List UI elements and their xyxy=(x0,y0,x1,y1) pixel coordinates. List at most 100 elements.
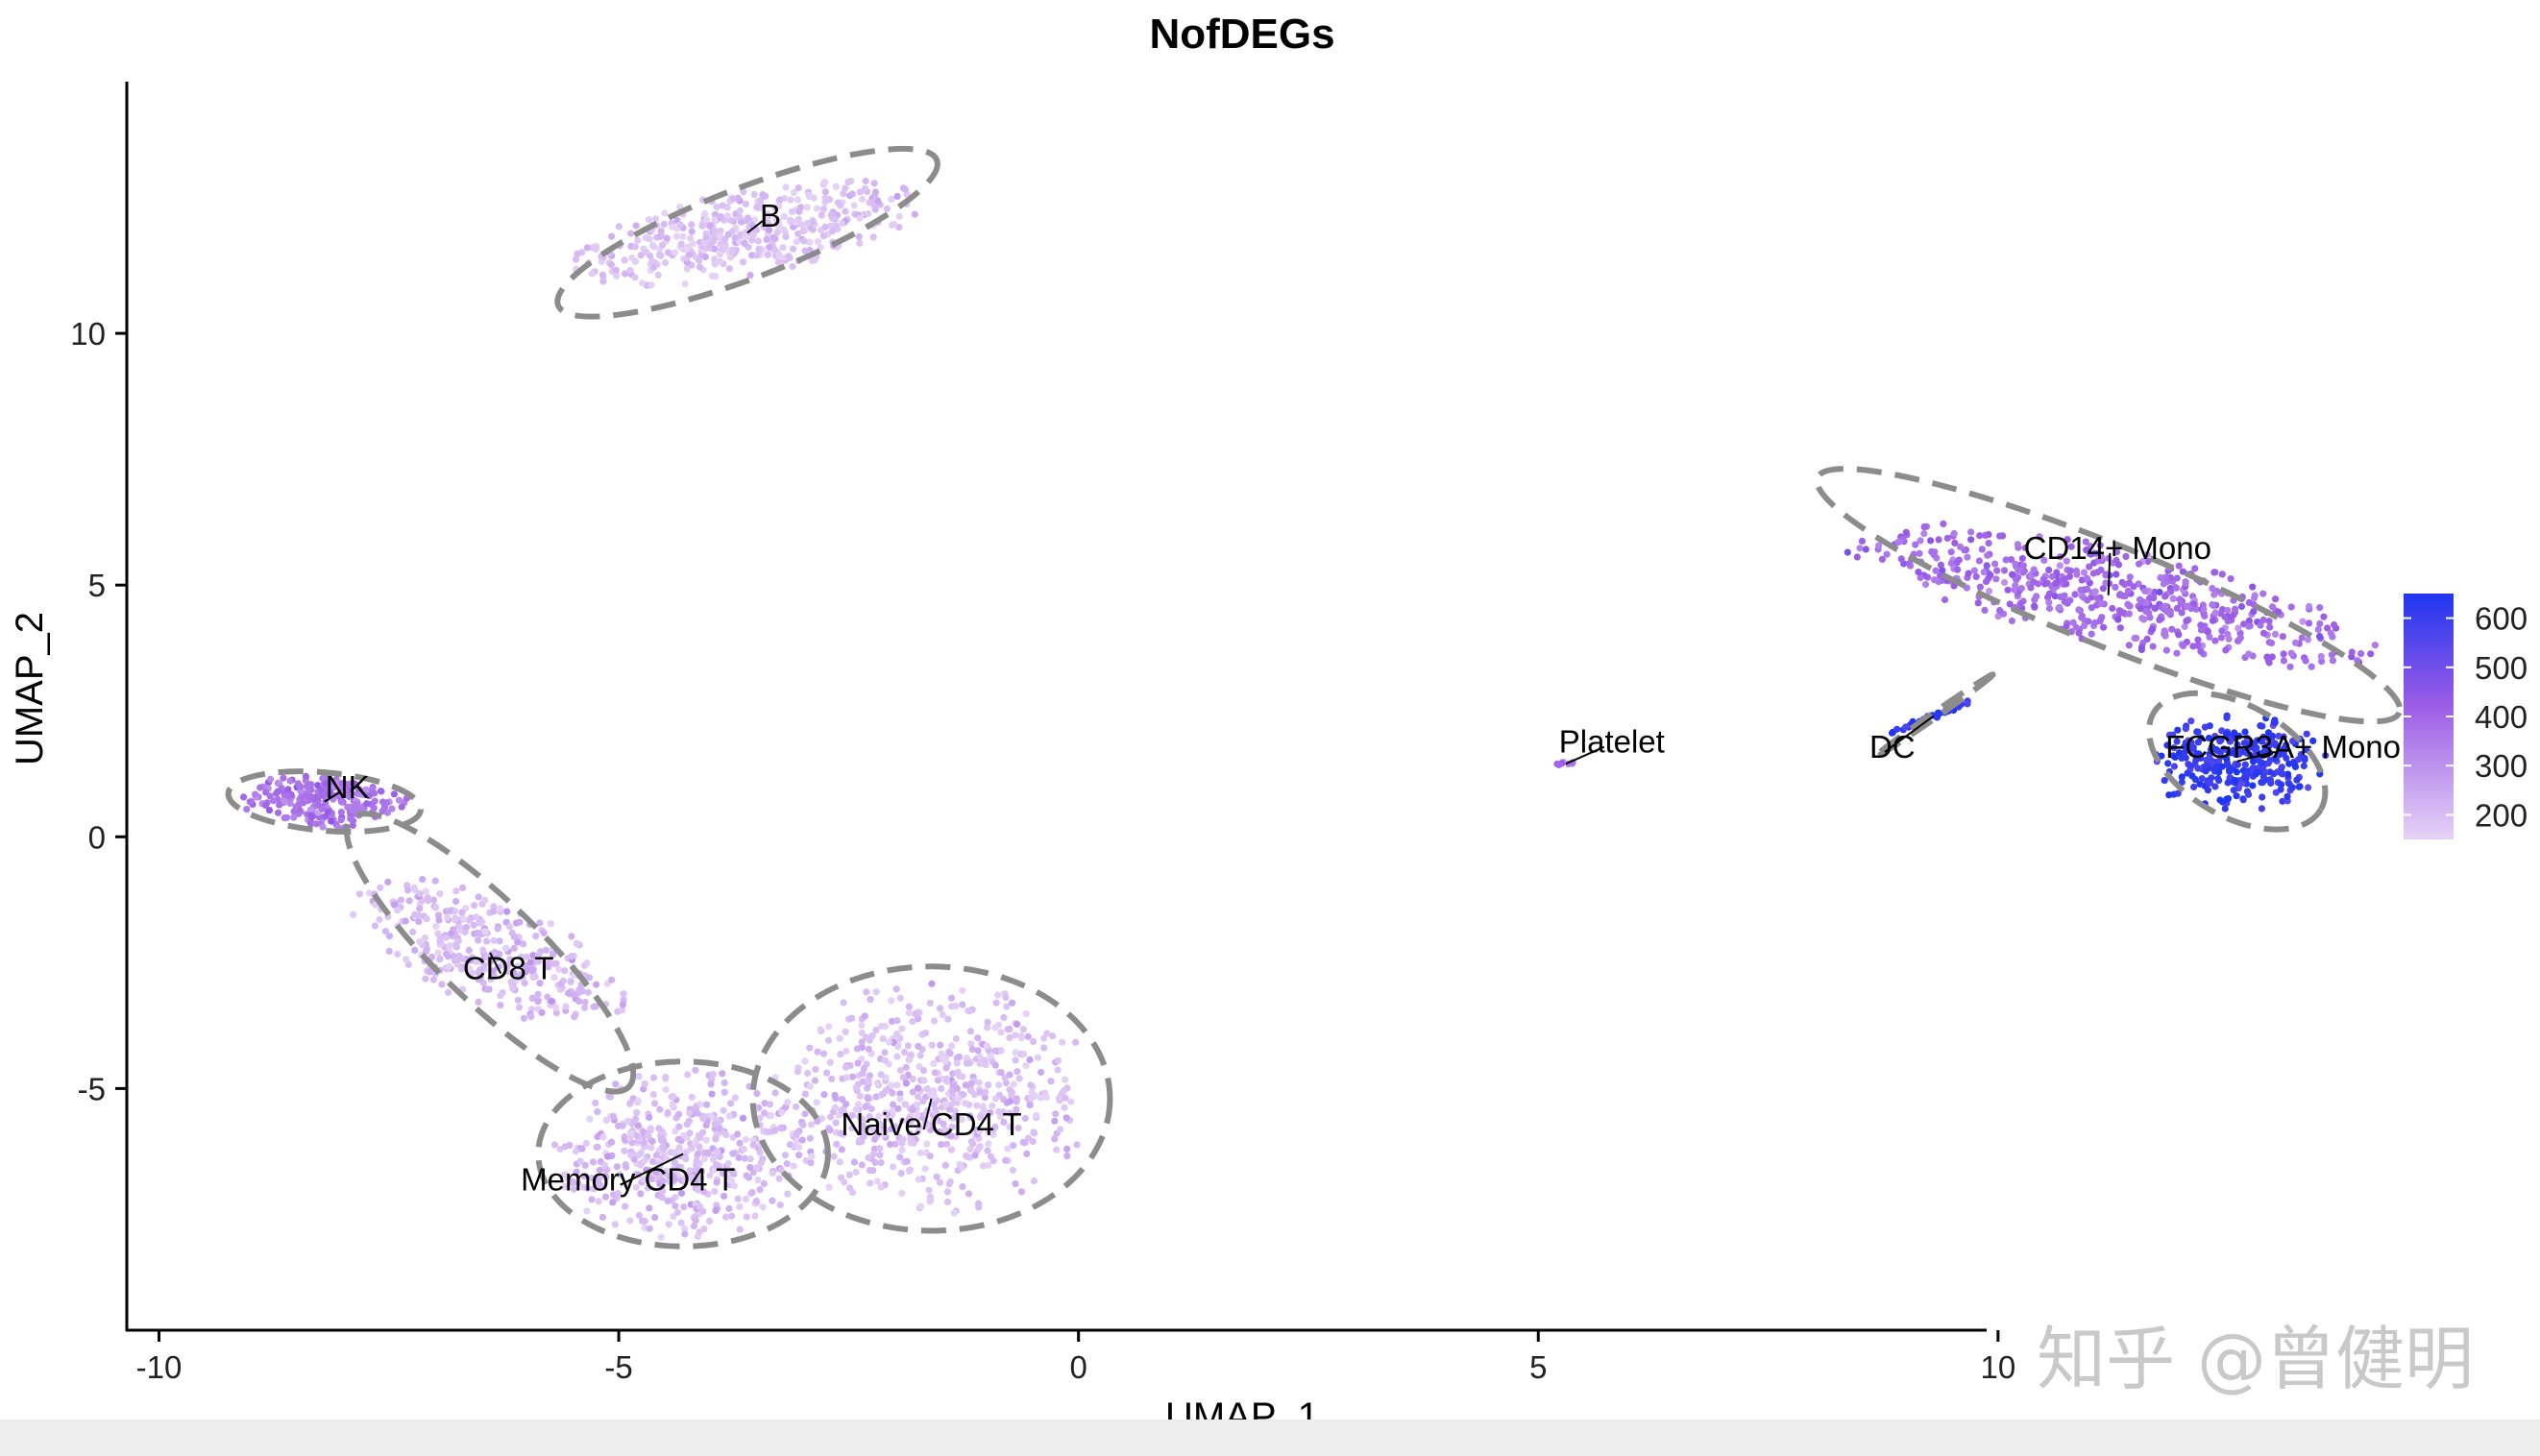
data-point xyxy=(793,1103,800,1110)
data-point xyxy=(731,1094,740,1102)
data-point xyxy=(613,1163,622,1171)
data-point xyxy=(1013,1098,1020,1105)
data-point xyxy=(506,923,514,931)
data-point xyxy=(2027,573,2035,581)
data-point xyxy=(2064,536,2071,544)
data-point xyxy=(471,902,478,910)
data-point xyxy=(337,809,345,816)
data-point xyxy=(1932,567,1940,574)
data-point xyxy=(708,272,717,279)
data-point xyxy=(701,253,710,261)
data-point xyxy=(706,1217,714,1225)
data-point xyxy=(707,1080,715,1088)
data-point xyxy=(1947,548,1955,556)
data-point xyxy=(896,1090,904,1098)
data-point xyxy=(746,272,754,279)
data-point xyxy=(974,1047,982,1055)
data-point xyxy=(767,1112,774,1120)
data-point xyxy=(548,997,556,1005)
data-point xyxy=(976,1128,984,1135)
data-point xyxy=(2187,717,2195,725)
data-point xyxy=(596,1166,604,1174)
data-point xyxy=(475,998,482,1006)
data-point xyxy=(872,1027,880,1034)
data-point xyxy=(692,1217,699,1225)
data-point xyxy=(2102,579,2110,587)
cluster-label-naive-cd4-t: Naive CD4 T xyxy=(841,1106,1021,1142)
data-point xyxy=(789,262,796,271)
data-point xyxy=(826,1127,834,1134)
data-point xyxy=(509,984,517,992)
data-point xyxy=(989,1157,997,1165)
data-point xyxy=(1992,575,2000,583)
data-point xyxy=(659,1177,668,1185)
data-point xyxy=(461,964,469,972)
data-point xyxy=(2268,639,2276,647)
data-point xyxy=(726,254,735,261)
data-point xyxy=(1021,1114,1029,1123)
data-point xyxy=(2182,725,2189,733)
data-point xyxy=(1862,546,1869,553)
data-point xyxy=(865,1153,872,1161)
data-point xyxy=(632,222,640,230)
data-point xyxy=(631,243,639,251)
data-point xyxy=(2165,609,2174,617)
data-point xyxy=(794,184,802,192)
data-point xyxy=(1964,700,1971,708)
data-point xyxy=(645,216,653,224)
data-point xyxy=(2191,776,2199,784)
data-point xyxy=(2221,805,2229,813)
data-point xyxy=(834,199,842,206)
data-point xyxy=(480,961,488,969)
data-point xyxy=(2223,714,2231,722)
data-point xyxy=(756,1114,764,1122)
data-point xyxy=(1920,523,1928,531)
data-point xyxy=(2161,777,2168,785)
data-point xyxy=(2250,608,2258,616)
data-point xyxy=(745,214,752,222)
data-point xyxy=(712,1206,720,1214)
data-point xyxy=(773,229,781,236)
data-point xyxy=(2125,610,2133,618)
data-point xyxy=(598,1213,607,1221)
data-point xyxy=(1019,1138,1027,1146)
data-point xyxy=(771,1127,779,1134)
label-leader-naive-cd4-t xyxy=(922,1098,933,1130)
data-point xyxy=(2295,783,2303,790)
data-point xyxy=(2258,805,2265,813)
data-point xyxy=(649,1091,657,1099)
data-point xyxy=(861,184,869,192)
data-point xyxy=(852,1168,860,1177)
data-point xyxy=(2078,612,2086,619)
data-point xyxy=(741,240,748,248)
data-point xyxy=(853,1045,862,1053)
data-point xyxy=(300,799,307,807)
data-point xyxy=(252,790,259,798)
data-point xyxy=(764,251,771,258)
data-point xyxy=(826,1113,835,1121)
data-point xyxy=(2180,642,2187,650)
data-point xyxy=(319,774,327,783)
data-point xyxy=(584,988,592,996)
data-point xyxy=(404,960,412,968)
data-point xyxy=(337,816,345,824)
data-point xyxy=(2061,575,2068,583)
data-point xyxy=(760,1179,769,1187)
data-point xyxy=(793,238,800,246)
data-point xyxy=(605,1093,613,1101)
data-point xyxy=(520,940,527,948)
data-point xyxy=(2041,580,2049,588)
data-point xyxy=(1927,537,1935,545)
data-point xyxy=(2270,718,2278,726)
data-point xyxy=(911,210,918,218)
data-point xyxy=(967,1086,975,1094)
colorbar-tick-label: 300 xyxy=(2475,748,2528,784)
data-point xyxy=(790,188,798,196)
data-point xyxy=(677,240,685,248)
data-point xyxy=(1983,562,1990,570)
data-point xyxy=(837,1051,844,1058)
data-point xyxy=(2162,646,2170,654)
data-point xyxy=(607,261,616,269)
data-point xyxy=(721,243,729,251)
data-point xyxy=(656,232,665,240)
